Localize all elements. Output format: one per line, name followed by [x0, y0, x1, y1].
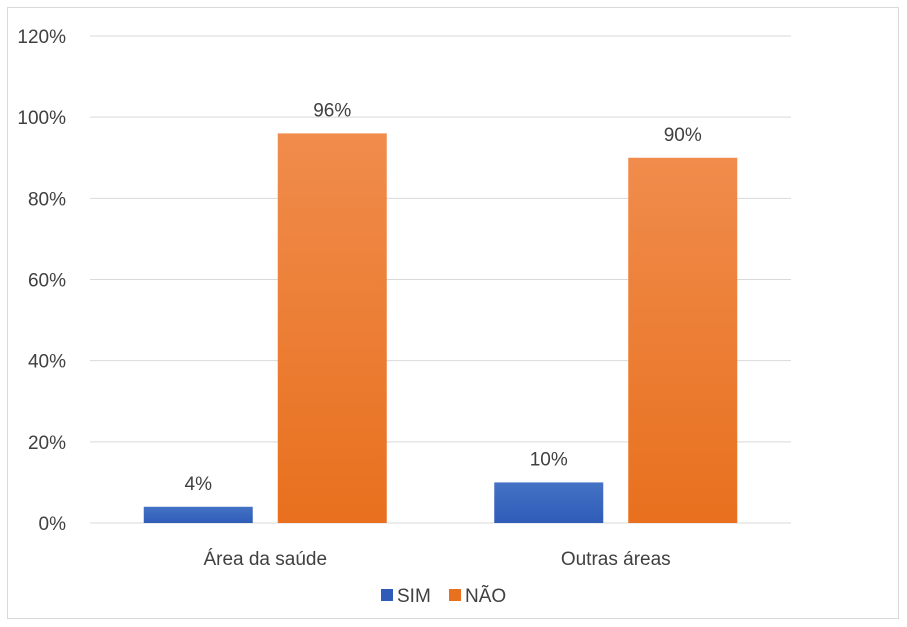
y-axis: 0% 20% 40% 60% 80% 100% 120%: [17, 27, 66, 535]
bars: [143, 133, 738, 523]
legend-label: SIM: [397, 586, 431, 607]
y-tick-label: 20%: [28, 433, 66, 454]
legend-swatch-não: [449, 589, 461, 601]
legend-label: NÃO: [465, 585, 506, 607]
y-tick-label: 100%: [17, 108, 66, 129]
y-tick-label: 0%: [39, 514, 67, 535]
bar-sim-0: [143, 506, 253, 523]
y-tick-label: 60%: [28, 271, 66, 292]
data-label: 96%: [313, 100, 351, 121]
data-label: 90%: [664, 125, 702, 146]
legend-swatch-sim: [381, 589, 393, 601]
y-tick-label: 80%: [28, 189, 66, 210]
bar-sim-1: [494, 482, 604, 523]
bar-não-1: [628, 157, 738, 523]
data-label: 10%: [530, 449, 568, 470]
data-labels: 4% 96% 10% 90%: [185, 100, 702, 494]
bar-não-0: [277, 133, 387, 523]
legend: SIM NÃO: [381, 585, 506, 607]
x-axis: Área da saúde Outras áreas: [203, 549, 670, 570]
y-tick-label: 120%: [17, 27, 66, 48]
x-tick-label: Área da saúde: [203, 549, 327, 570]
x-tick-label: Outras áreas: [561, 549, 671, 570]
y-tick-label: 40%: [28, 352, 66, 373]
data-label: 4%: [185, 474, 213, 495]
